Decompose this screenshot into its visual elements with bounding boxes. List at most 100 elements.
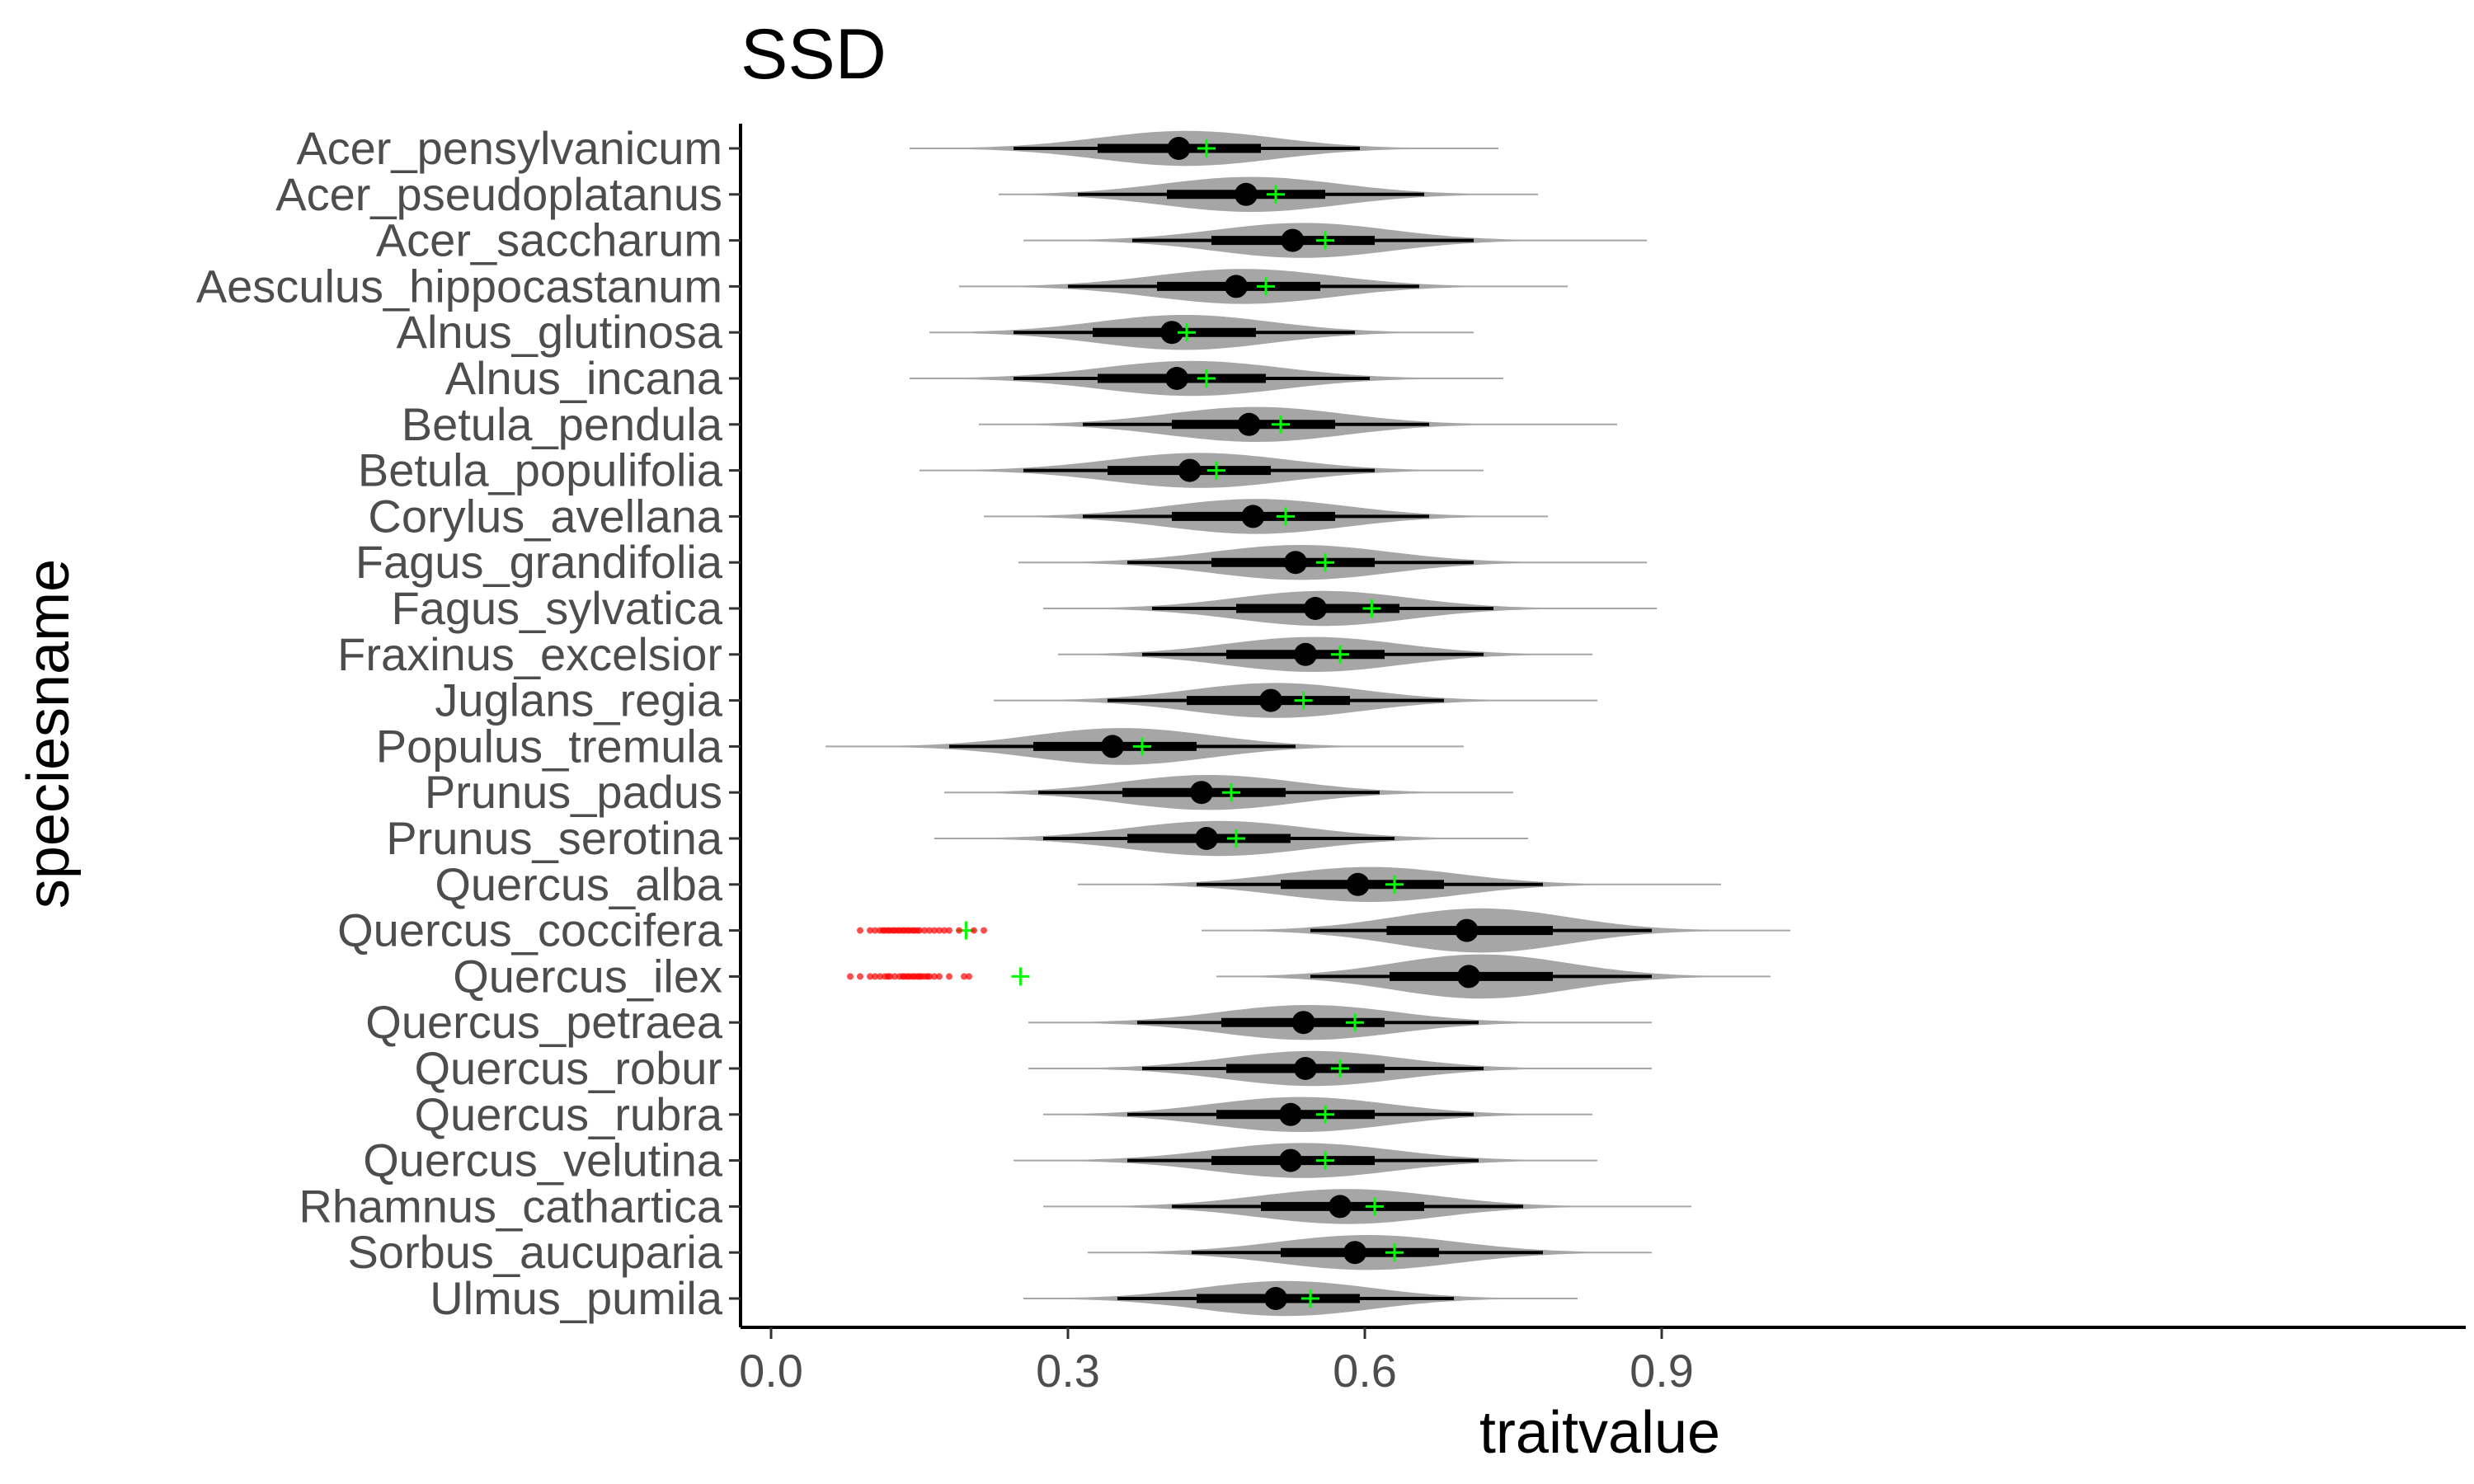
median-point: [1167, 137, 1191, 160]
violin-group-acer-saccharum: [1023, 223, 1647, 258]
outlier-point: [946, 927, 952, 934]
y-tick-label: Betula_populifolia: [358, 444, 723, 496]
y-tick-label: Acer_saccharum: [376, 214, 722, 266]
outlier-point: [877, 973, 883, 980]
outlier-point: [891, 973, 898, 980]
y-tick-label: Acer_pensylvanicum: [296, 122, 722, 174]
x-tick-label: 0.6: [1333, 1345, 1397, 1397]
y-tick-label: Quercus_robur: [414, 1042, 722, 1094]
violin-group-corylus-avellana: [984, 499, 1548, 534]
median-point: [1237, 412, 1261, 436]
violin-group-quercus-ilex: [1011, 954, 1771, 999]
violin-group-populus-tremula: [825, 728, 1464, 765]
violin-group-sorbus-aucuparia: [1088, 1235, 1652, 1270]
outlier-point: [931, 973, 938, 980]
violin-group-betula-populifolia: [920, 453, 1484, 488]
outlier-point: [936, 927, 943, 934]
y-tick-label: Fagus_grandifolia: [355, 536, 723, 588]
outlier-point: [921, 927, 928, 934]
violin-group-quercus-coccifera: [957, 908, 1790, 953]
median-point: [1190, 781, 1213, 805]
y-tick-label: Prunus_padus: [425, 766, 722, 818]
median-point: [1455, 918, 1479, 942]
y-tick-label: Sorbus_aucuparia: [347, 1226, 722, 1278]
y-axis-title: speciesname: [16, 559, 82, 909]
median-point: [1165, 367, 1188, 390]
outlier-point: [867, 973, 873, 980]
median-point: [1225, 275, 1248, 298]
y-tick-label: Ulmus_pumila: [430, 1272, 723, 1324]
outlier-point: [971, 927, 977, 934]
outlier-point: [966, 973, 972, 980]
outlier-layer: [847, 927, 987, 980]
x-axis: 0.0 0.3 0.6 0.9: [739, 1326, 2466, 1397]
outlier-point: [872, 973, 878, 980]
violin-group-prunus-padus: [944, 775, 1513, 810]
violin-group-quercus-alba: [1078, 866, 1721, 902]
y-tick-label: Fraxinus_excelsior: [337, 628, 722, 680]
y-tick-label: Fagus_sylvatica: [391, 582, 722, 634]
outlier-point: [916, 927, 923, 934]
violin-group-alnus-incana: [910, 360, 1503, 397]
median-point: [1235, 182, 1258, 206]
violin-group-aesculus-hippocastanum: [959, 269, 1568, 304]
chart-title: SSD: [741, 15, 887, 94]
violin-group-rhamnus-cathartica: [1043, 1189, 1691, 1224]
y-tick-label: Aesculus_hippocastanum: [196, 260, 722, 312]
violin-group-quercus-petraea: [1028, 1005, 1652, 1040]
median-point: [1457, 965, 1480, 989]
x-tick-label: 0.0: [739, 1345, 803, 1397]
y-tick-label: Quercus_coccifera: [337, 904, 723, 956]
violin-group-alnus-glutinosa: [929, 315, 1474, 350]
violin-group-quercus-robur: [1028, 1050, 1652, 1087]
median-point: [1195, 827, 1218, 850]
outlier-point: [981, 927, 987, 934]
median-point: [1264, 1287, 1287, 1310]
violin-group-ulmus-pumila: [1023, 1280, 1578, 1317]
y-tick-label: Juglans_regia: [435, 674, 723, 726]
median-point: [1281, 228, 1305, 252]
violin-group-acer-pseudoplatanus: [999, 176, 1538, 212]
x-tick-label: 0.3: [1036, 1345, 1100, 1397]
outlier-point: [936, 973, 943, 980]
median-point: [1279, 1102, 1302, 1126]
outlier-point: [956, 927, 962, 934]
median-point: [1294, 1057, 1317, 1080]
y-tick-label: Alnus_glutinosa: [397, 306, 723, 358]
outlier-point: [887, 973, 893, 980]
violin-group-betula-pendula: [979, 406, 1617, 442]
outlier-point: [941, 927, 948, 934]
outlier-point: [872, 927, 878, 934]
violin-group-fagus-grandifolia: [1018, 545, 1647, 580]
median-point: [1329, 1195, 1352, 1219]
median-point: [1343, 1241, 1366, 1265]
median-point: [1178, 458, 1202, 482]
y-tick-label: Betula_pendula: [402, 398, 723, 450]
violin-group-quercus-rubra: [1043, 1097, 1592, 1132]
median-point: [1346, 872, 1370, 896]
outlier-point: [946, 973, 952, 980]
outlier-point: [857, 973, 863, 980]
outlier-point: [926, 973, 933, 980]
y-tick-label: Acer_pseudoplatanus: [275, 168, 722, 220]
median-point: [1291, 1011, 1315, 1035]
outlier-point: [847, 973, 854, 980]
x-axis-title: traitvalue: [1479, 1400, 1720, 1466]
outlier-point: [961, 973, 967, 980]
violin-group-prunus-serotina: [934, 820, 1528, 857]
median-point: [1241, 505, 1265, 528]
violin-layer: [825, 130, 1790, 1317]
outlier-point: [926, 927, 933, 934]
outlier-point: [931, 927, 938, 934]
y-tick-label: Rhamnus_cathartica: [299, 1180, 722, 1232]
median-point: [1101, 735, 1124, 758]
median-point: [1304, 597, 1327, 620]
median-point: [1294, 642, 1317, 666]
median-point: [1259, 688, 1282, 712]
y-axis: Ulmus_pumilaSorbus_aucupariaRhamnus_cath…: [196, 122, 742, 1327]
median-point: [1160, 321, 1183, 345]
y-tick-label: Quercus_rubra: [414, 1088, 722, 1140]
outlier-point: [857, 927, 863, 934]
y-tick-label: Corylus_avellana: [368, 490, 722, 542]
